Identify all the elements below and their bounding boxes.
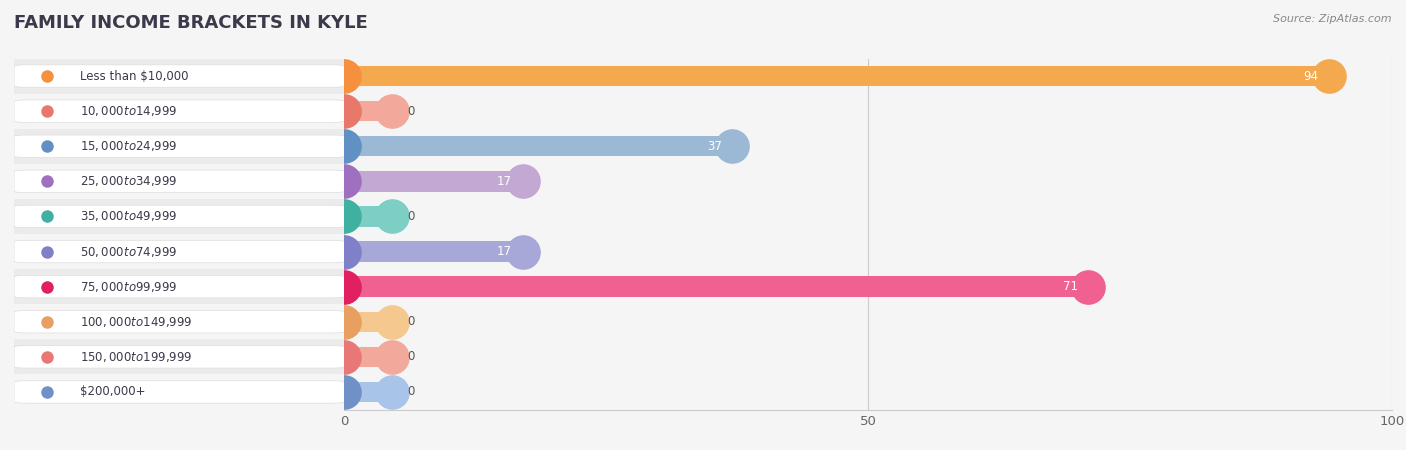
Bar: [0, 129, 1406, 164]
Bar: [344, 346, 392, 367]
Bar: [0, 339, 344, 374]
Bar: [0, 164, 1406, 199]
Bar: [0, 269, 1406, 304]
FancyBboxPatch shape: [14, 65, 344, 87]
Bar: [0, 58, 1406, 94]
Bar: [0, 164, 344, 199]
Bar: [344, 311, 392, 332]
FancyBboxPatch shape: [14, 100, 344, 122]
FancyBboxPatch shape: [14, 381, 344, 403]
Text: 17: 17: [498, 245, 512, 258]
Text: Source: ZipAtlas.com: Source: ZipAtlas.com: [1274, 14, 1392, 23]
Bar: [0, 94, 344, 129]
Bar: [0, 339, 1406, 374]
Text: 0: 0: [408, 210, 415, 223]
Text: $15,000 to $24,999: $15,000 to $24,999: [80, 139, 177, 153]
FancyBboxPatch shape: [14, 310, 344, 333]
Text: $100,000 to $149,999: $100,000 to $149,999: [80, 315, 193, 329]
Text: $150,000 to $199,999: $150,000 to $199,999: [80, 350, 193, 364]
Text: 37: 37: [707, 140, 721, 153]
Text: 94: 94: [1303, 70, 1319, 82]
Text: $10,000 to $14,999: $10,000 to $14,999: [80, 104, 177, 118]
Bar: [344, 136, 733, 157]
Bar: [344, 276, 1088, 297]
FancyBboxPatch shape: [14, 135, 344, 158]
Bar: [0, 199, 344, 234]
Bar: [0, 304, 1406, 339]
Text: 0: 0: [408, 386, 415, 398]
Bar: [344, 101, 392, 122]
Bar: [344, 66, 1329, 86]
Bar: [0, 269, 344, 304]
Text: 0: 0: [408, 105, 415, 117]
FancyBboxPatch shape: [14, 346, 344, 368]
Text: $50,000 to $74,999: $50,000 to $74,999: [80, 244, 177, 259]
Bar: [344, 382, 392, 402]
Bar: [0, 234, 1406, 269]
Bar: [0, 374, 344, 410]
Text: $200,000+: $200,000+: [80, 386, 146, 398]
Text: 71: 71: [1063, 280, 1078, 293]
FancyBboxPatch shape: [14, 240, 344, 263]
Bar: [0, 58, 344, 94]
Bar: [344, 206, 392, 227]
Text: 0: 0: [408, 315, 415, 328]
FancyBboxPatch shape: [14, 170, 344, 193]
Bar: [0, 374, 1406, 410]
Bar: [0, 199, 1406, 234]
Text: 17: 17: [498, 175, 512, 188]
FancyBboxPatch shape: [14, 275, 344, 298]
Bar: [0, 94, 1406, 129]
Text: $35,000 to $49,999: $35,000 to $49,999: [80, 209, 177, 224]
Text: Less than $10,000: Less than $10,000: [80, 70, 188, 82]
Text: $75,000 to $99,999: $75,000 to $99,999: [80, 279, 177, 294]
Bar: [0, 129, 344, 164]
Text: FAMILY INCOME BRACKETS IN KYLE: FAMILY INCOME BRACKETS IN KYLE: [14, 14, 368, 32]
Bar: [0, 304, 344, 339]
Bar: [344, 171, 523, 192]
Bar: [0, 234, 344, 269]
Text: 0: 0: [408, 351, 415, 363]
Text: $25,000 to $34,999: $25,000 to $34,999: [80, 174, 177, 189]
FancyBboxPatch shape: [14, 205, 344, 228]
Bar: [344, 241, 523, 262]
